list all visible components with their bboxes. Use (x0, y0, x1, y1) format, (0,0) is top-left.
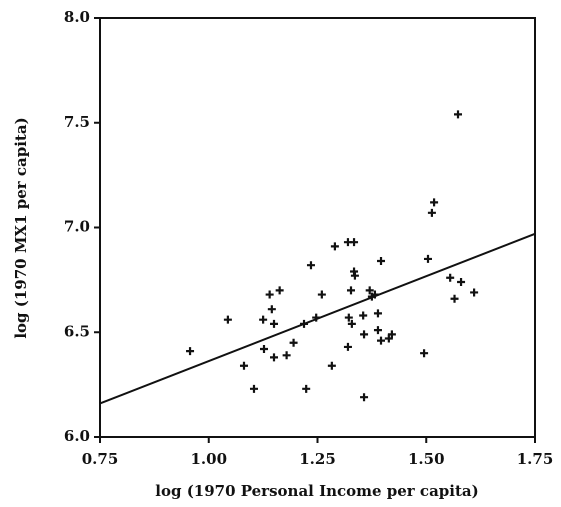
point (359, 311, 368, 320)
y-tick-label: 6.0 (64, 427, 90, 445)
point (470, 288, 479, 297)
point (223, 315, 232, 324)
x-axis-label: log (1970 Personal Income per capita) (155, 482, 478, 500)
x-tick-label: 1.00 (190, 450, 227, 468)
point (446, 273, 455, 282)
point (259, 315, 268, 324)
point (239, 361, 248, 370)
point (387, 330, 396, 339)
point (317, 290, 326, 299)
point (306, 261, 315, 270)
point (360, 330, 369, 339)
y-axis-label: log (1970 MX1 per capita) (12, 117, 30, 338)
point (330, 242, 339, 251)
point (289, 338, 298, 347)
point (360, 393, 369, 402)
x-tick-label: 1.75 (517, 450, 554, 468)
x-tick-label: 0.75 (82, 450, 119, 468)
point (450, 294, 459, 303)
y-tick-label: 7.5 (64, 113, 90, 131)
point (347, 319, 356, 328)
point (312, 313, 321, 322)
y-tick-label: 8.0 (64, 8, 90, 26)
point (454, 110, 463, 119)
point (430, 198, 439, 207)
point (350, 271, 359, 280)
point (457, 277, 466, 286)
point (270, 353, 278, 362)
point (377, 336, 386, 345)
point (270, 319, 278, 328)
point (384, 334, 393, 343)
point (427, 208, 436, 217)
point (420, 349, 429, 358)
point (186, 347, 195, 356)
point (259, 345, 268, 354)
point (300, 319, 309, 328)
point (423, 254, 432, 263)
point (373, 309, 382, 318)
point (373, 326, 382, 335)
y-tick-label: 7.0 (64, 218, 90, 236)
point (377, 257, 386, 266)
point (344, 313, 353, 322)
point (302, 384, 311, 393)
x-tick-label: 1.50 (408, 450, 445, 468)
point (267, 305, 276, 314)
point (249, 384, 258, 393)
y-tick-label: 6.5 (64, 322, 90, 340)
point (350, 238, 359, 247)
point (343, 342, 352, 351)
point (275, 286, 284, 295)
point (365, 286, 374, 295)
x-tick-label: 1.25 (299, 450, 336, 468)
plot-frame (99, 17, 536, 438)
point (346, 286, 355, 295)
point (265, 290, 274, 299)
point (327, 361, 336, 370)
point (282, 351, 291, 360)
point (370, 290, 379, 299)
